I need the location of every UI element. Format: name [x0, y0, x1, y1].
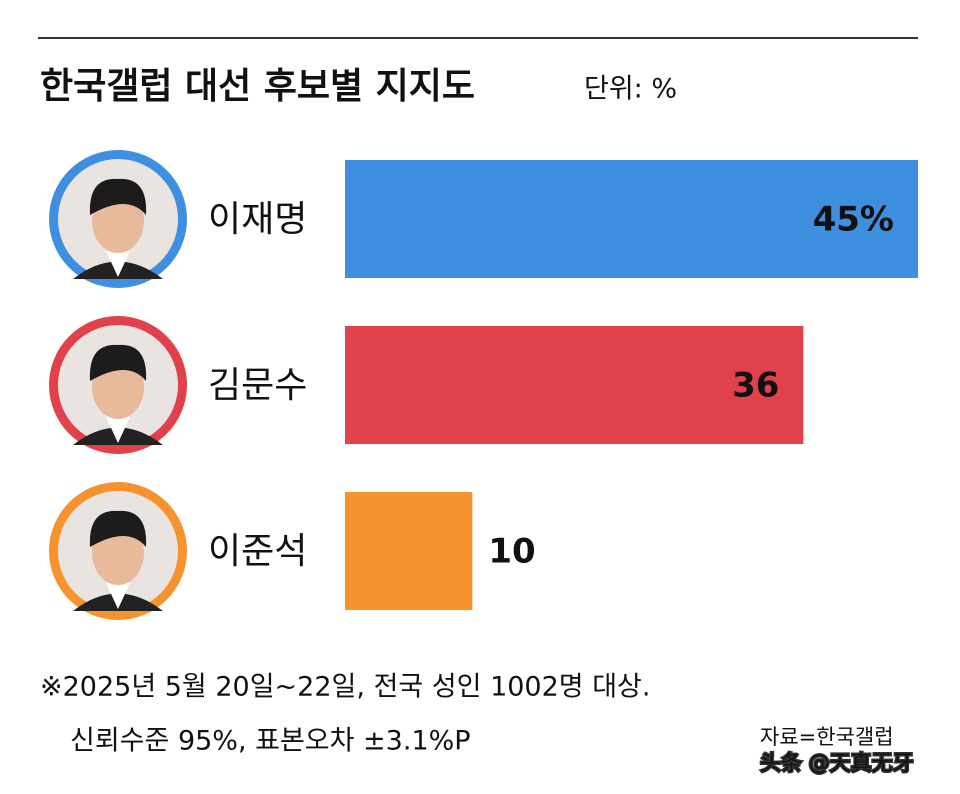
portrait-collar — [106, 417, 130, 443]
source: 자료=한국갤럽 — [760, 725, 894, 749]
category-label: 이재명 — [208, 199, 307, 240]
category-label: 김문수 — [208, 365, 307, 406]
chart-title: 한국갤럽 대선 후보별 지지도 — [40, 66, 475, 107]
category-label: 이준석 — [208, 531, 307, 572]
note: ※2025년 5월 20일~22일, 전국 성인 1002명 대상. — [40, 672, 650, 703]
portrait-collar — [106, 583, 130, 609]
bar — [345, 492, 473, 610]
bar — [345, 160, 918, 278]
note: 신뢰수준 95%, 표본오차 ±3.1%P — [70, 726, 471, 757]
portrait-hair — [89, 510, 147, 547]
value-label: 10 — [488, 532, 535, 572]
bar — [345, 326, 804, 444]
portrait-collar — [106, 251, 130, 277]
watermark: 头条 @天真无牙 — [760, 751, 914, 775]
chart-subtitle: 단위: % — [584, 74, 677, 105]
value-label: 36 — [732, 366, 779, 406]
portrait-hair — [89, 344, 147, 381]
value-label: 45% — [813, 200, 894, 240]
portrait-hair — [89, 178, 147, 215]
